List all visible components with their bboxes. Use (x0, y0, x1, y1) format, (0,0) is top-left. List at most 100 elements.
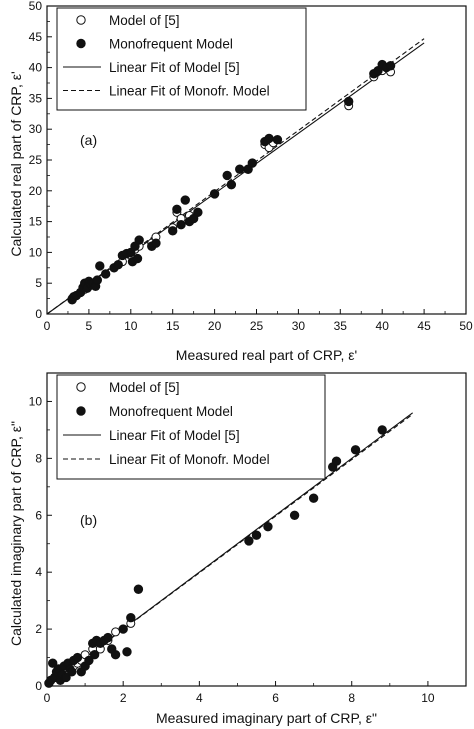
panel-b-point-monofrequent (331, 456, 342, 466)
panel-a-legend: Model of [5] Monofrequent Model Linear Fit… (56, 7, 307, 111)
panel-a-label: (a) (80, 132, 97, 148)
panel-a-legend-label-monofrequent: Monofrequent Model (109, 37, 233, 52)
panel-a-point-monofrequent (272, 134, 283, 145)
panel-a-legend-symbol-model5 (76, 15, 86, 25)
panel-a-point-monofrequent (247, 158, 258, 168)
panel-b-legend-label-model5: Model of [5] (109, 380, 180, 395)
panel-a-y-tick-label: 0 (35, 307, 42, 321)
panel-b-x-tick-label: 8 (348, 691, 355, 705)
panel-b-point-monofrequent (244, 536, 254, 546)
panel-a-y-tick-label: 20 (29, 184, 43, 198)
panel-a-x-tick-label: 5 (86, 319, 93, 333)
panel-b-chart: 0 2 4 6 8 10 0 2 4 6 8 10 Model of [5] Monofrequent … (8, 372, 467, 726)
panel-b-point-monofrequent (67, 667, 77, 677)
panel-b-y-tick-label: 6 (35, 508, 42, 522)
panel-b-legend-label-fit-monofr: Linear Fit of Monofr. Model (109, 452, 270, 467)
panel-b-point-monofrequent (126, 613, 136, 623)
panel-b-legend-label-monofrequent: Monofrequent Model (109, 404, 233, 419)
panel-a-chart: 0 5 10 15 20 25 30 35 40 45 50 0 5 10 15 20 25 30 35 40 45 50… (8, 0, 473, 363)
panel-a-point-monofrequent (168, 226, 178, 236)
panel-a-fit-line-monofr (46, 38, 425, 315)
panel-a-x-tick-label: 25 (250, 319, 264, 333)
panel-a-point-monofrequent (264, 133, 274, 144)
panel-a-point-monofrequent (385, 61, 396, 71)
panel-b-legend-symbol-monofrequent (76, 406, 86, 416)
panel-a-point-monofrequent (151, 238, 161, 248)
panel-a-point-monofrequent (134, 235, 144, 245)
panel-b-legend-box (56, 374, 326, 480)
panel-b-point-monofrequent (308, 493, 319, 503)
panel-b-x-tick-label: 6 (272, 691, 279, 705)
panel-a-y-tick-label: 50 (29, 0, 43, 13)
panel-b-point-monofrequent (61, 672, 71, 683)
panel-b-label: (b) (80, 512, 97, 528)
panel-b-y-tick-label: 4 (35, 565, 42, 579)
panel-a-x-tick-label: 45 (417, 319, 431, 333)
panel-b-legend-label-fit-model5: Linear Fit of Model [5] (109, 428, 240, 443)
panel-a-y-tick-label: 5 (35, 276, 42, 290)
panel-b-x-tick-label: 10 (421, 691, 435, 705)
panel-a-x-tick-label: 30 (292, 319, 306, 333)
panel-b-point-monofrequent (377, 425, 387, 435)
panel-b-point-monofrequent (48, 658, 58, 668)
panel-b-point-monofrequent (103, 632, 113, 643)
panel-a-legend-label-model5: Model of [5] (109, 13, 180, 28)
panel-a-x-tick-label: 40 (376, 319, 390, 333)
panel-b-point-monofrequent (122, 647, 132, 657)
panel-b-x-tick-label: 4 (196, 691, 203, 705)
panel-b-x-tick-label: 2 (120, 691, 127, 705)
panel-b-point-monofrequent (84, 655, 94, 666)
panel-a-point-monofrequent (222, 170, 232, 181)
panel-b-point-monofrequent (89, 650, 100, 660)
panel-a-legend-symbol-monofrequent (76, 38, 86, 49)
panel-a-y-tick-label: 35 (29, 91, 43, 105)
panel-b-y-axis-label: Calculated imaginary part of CRP, ε" (8, 421, 24, 646)
panel-b-x-axis-label: Measured imaginary part of CRP, ε" (156, 710, 377, 726)
panel-b-y-tick-label: 0 (35, 679, 42, 693)
panel-b-point-monofrequent (133, 584, 144, 594)
panel-b-point-monofrequent (118, 624, 128, 634)
panel-b-point-monofrequent (350, 445, 361, 455)
panel-a-y-tick-label: 30 (29, 122, 43, 136)
panel-a-point-monofrequent (176, 219, 186, 230)
panel-a-plot-area: 0 5 10 15 20 25 30 35 40 45 50 0 5 10 15 20 25 30 35 40 45 50 (29, 0, 473, 333)
panel-b-point-monofrequent (289, 510, 300, 520)
panel-a-point-monofrequent (132, 253, 143, 264)
panel-a-x-tick-label: 20 (208, 319, 222, 333)
panel-a-y-tick-label: 10 (29, 245, 43, 259)
panel-b-point-monofrequent (263, 521, 273, 532)
panel-a-point-monofrequent (180, 195, 190, 205)
panel-a-x-axis-label: Measured real part of CRP, ε' (176, 347, 357, 363)
panel-b-plot-area: 0 2 4 6 8 10 0 2 4 6 8 10 (29, 372, 467, 705)
panel-a-point-monofrequent (235, 164, 245, 174)
panel-a-y-tick-label: 40 (29, 61, 43, 75)
panel-a-legend-label-fit-monofr: Linear Fit of Monofr. Model (109, 84, 270, 99)
panel-b-plot-frame (46, 372, 467, 687)
panel-a-y-tick-label: 25 (29, 153, 43, 167)
panel-a-legend-label-fit-model5: Linear Fit of Model [5] (109, 60, 240, 75)
panel-a-point-monofrequent (92, 275, 102, 285)
panel-b-legend-symbol-model5 (76, 382, 86, 392)
panel-a-point-monofrequent (113, 260, 123, 270)
panel-b-y-tick-label: 8 (35, 451, 42, 465)
panel-a-point-monofrequent (172, 204, 182, 214)
panel-a-x-tick-label: 15 (166, 319, 180, 333)
panel-b-point-monofrequent (72, 652, 83, 663)
panel-b-point-monofrequent (110, 650, 121, 660)
panel-b-y-tick-label: 2 (35, 622, 42, 636)
panel-b-point-monofrequent (251, 530, 262, 540)
panel-a-point-monofrequent (100, 269, 111, 279)
panel-a-point-monofrequent (226, 179, 237, 190)
panel-a-point-monofrequent (209, 189, 220, 199)
panel-a-point-monofrequent (95, 261, 105, 271)
panel-a-legend-box (56, 7, 307, 111)
panel-a-x-tick-label: 0 (44, 319, 51, 333)
panel-a-y-axis-label: Calculated real part of CRP, ε' (8, 71, 24, 256)
panel-a-x-tick-label: 35 (334, 319, 348, 333)
panel-b-x-tick-label: 0 (44, 691, 51, 705)
panel-b-y-tick-label: 10 (29, 394, 43, 408)
panel-a-point-monofrequent (343, 96, 354, 107)
panel-b-legend: Model of [5] Monofrequent Model Linear Fit… (56, 374, 326, 480)
panel-a-y-tick-label: 15 (29, 215, 43, 229)
